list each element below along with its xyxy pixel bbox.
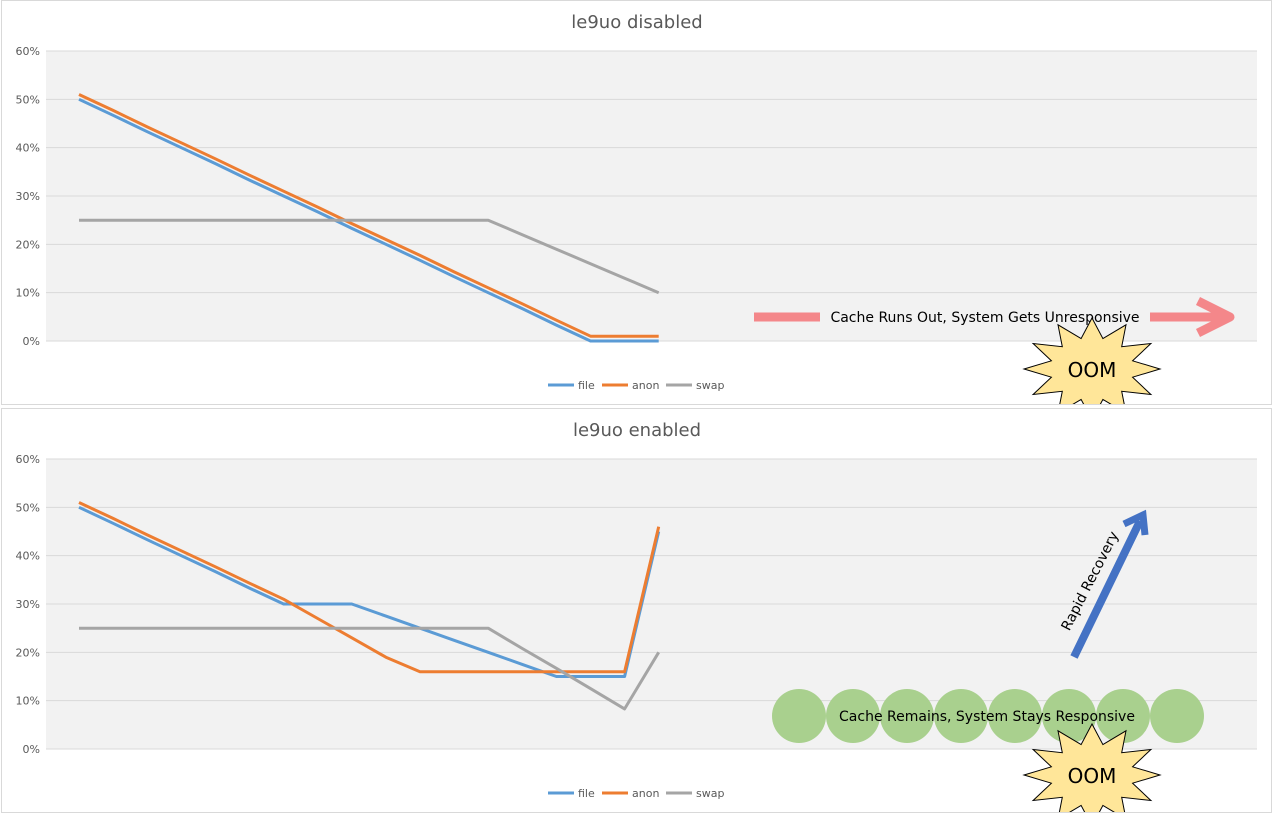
legend-label-swap: swap xyxy=(696,787,724,800)
oom-burst-shape xyxy=(1022,316,1162,404)
legend-label-anon: anon xyxy=(632,379,659,392)
y-tick-label: 40% xyxy=(16,142,40,155)
responsive-circles xyxy=(772,689,1204,743)
legend-label-file: file xyxy=(578,787,595,800)
series-line-swap xyxy=(79,218,660,295)
responsive-banner-text: Cache Remains, System Stays Responsive xyxy=(839,709,1135,725)
legend-label-file: file xyxy=(578,379,595,392)
banner-bg xyxy=(820,306,1150,328)
y-tick-label: 60% xyxy=(16,453,40,466)
y-tick-label: 50% xyxy=(16,501,40,514)
y-tick-label: 60% xyxy=(16,45,40,58)
legend-label-anon: anon xyxy=(632,787,659,800)
series-line-file xyxy=(78,97,659,343)
y-tick-label: 20% xyxy=(16,238,40,251)
y-tick-label: 10% xyxy=(16,695,40,708)
chart-title: le9uo enabled xyxy=(573,420,701,441)
legend-label-swap: swap xyxy=(696,379,724,392)
responsive-circle xyxy=(988,689,1042,743)
red-arrow-head xyxy=(1195,296,1235,338)
legend: file anon swap xyxy=(548,379,724,392)
series-line-anon xyxy=(78,93,659,338)
blue-arrow-shaft xyxy=(1070,519,1144,659)
unresponsive-arrow: Cache Runs Out, System Gets Unresponsive xyxy=(754,296,1235,338)
y-tick-label: 30% xyxy=(16,598,40,611)
oom-label: OOM xyxy=(1068,358,1117,382)
responsive-circle xyxy=(1150,689,1204,743)
y-tick-label: 0% xyxy=(23,335,40,348)
legend: file anon swap xyxy=(548,787,724,800)
responsive-circle xyxy=(1042,689,1096,743)
responsive-circle xyxy=(772,689,826,743)
oom-label: OOM xyxy=(1068,764,1117,788)
chart-title: le9uo disabled xyxy=(571,12,702,33)
responsive-circle xyxy=(934,689,988,743)
chart-panel-enabled: 60% 50% 40% 30% 20% 10% 0% le9uo enabled Cache R… xyxy=(1,408,1272,813)
chart-panel-disabled: 60% 50% 40% 30% 20% 10% 0% le9uo disabled Cache … xyxy=(1,0,1272,405)
oom-burst: OOM xyxy=(1022,722,1162,812)
oom-burst-shape xyxy=(1022,722,1162,812)
series-line-file xyxy=(78,505,661,678)
responsive-circle xyxy=(880,689,934,743)
responsive-circle xyxy=(1096,689,1150,743)
chart-disabled-svg: 60% 50% 40% 30% 20% 10% 0% le9uo disabled Cache … xyxy=(16,12,1257,404)
unresponsive-banner-text: Cache Runs Out, System Gets Unresponsive xyxy=(830,310,1139,326)
y-tick-label: 0% xyxy=(23,743,40,756)
recovery-arrow xyxy=(1070,509,1149,659)
y-tick-label: 20% xyxy=(16,646,40,659)
series-line-swap xyxy=(79,626,660,711)
y-tick-label: 50% xyxy=(16,93,40,106)
y-tick-label: 40% xyxy=(16,550,40,563)
y-tick-label: 30% xyxy=(16,190,40,203)
blue-arrow-head xyxy=(1122,509,1149,536)
oom-burst: OOM xyxy=(1022,316,1162,404)
y-tick-label: 10% xyxy=(16,287,40,300)
responsive-circle xyxy=(826,689,880,743)
chart-enabled-svg: 60% 50% 40% 30% 20% 10% 0% le9uo enabled Cache R… xyxy=(16,420,1257,812)
